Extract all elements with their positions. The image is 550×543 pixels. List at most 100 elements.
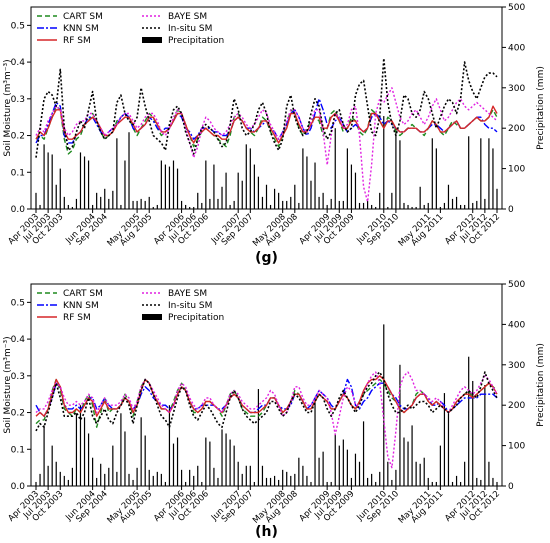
precipitation-bar bbox=[455, 196, 458, 209]
precipitation-bar bbox=[51, 154, 53, 209]
legend-label: CART SM bbox=[63, 12, 103, 22]
precipitation-bar bbox=[67, 204, 69, 209]
precipitation-bar bbox=[128, 132, 130, 209]
precipitation-bar bbox=[371, 204, 373, 209]
precipitation-bar bbox=[140, 417, 142, 486]
y-tick-label: 0.5 bbox=[11, 298, 25, 308]
precipitation-bar bbox=[387, 461, 389, 486]
y2-tick-label: 500 bbox=[508, 3, 525, 13]
series-line-baye-sm bbox=[35, 87, 498, 203]
precipitation-bar bbox=[468, 136, 470, 209]
precipitation-bar bbox=[488, 461, 490, 486]
precipitation-bar bbox=[407, 204, 409, 209]
precipitation-bar bbox=[249, 465, 251, 486]
precipitation-bar bbox=[338, 200, 340, 209]
precipitation-bar bbox=[435, 148, 437, 209]
y2-tick-label: 100 bbox=[508, 165, 525, 175]
precipitation-bar bbox=[330, 198, 332, 209]
precipitation-bar bbox=[375, 206, 377, 209]
precipitation-bar bbox=[189, 206, 191, 209]
precipitation-bar bbox=[439, 445, 441, 486]
precipitation-bar bbox=[423, 457, 425, 486]
precipitation-bar bbox=[104, 473, 106, 486]
legend-item: In-situ SM bbox=[142, 24, 212, 34]
precipitation-bar bbox=[75, 413, 78, 486]
precipitation-bar bbox=[160, 473, 162, 486]
legend-item: RF SM bbox=[37, 313, 91, 323]
precipitation-bar bbox=[346, 449, 348, 486]
precipitation-bar bbox=[322, 451, 324, 486]
precipitation-bar bbox=[197, 192, 199, 209]
precipitation-bar bbox=[476, 477, 478, 486]
precipitation-bar bbox=[306, 475, 308, 486]
y-tick-label: 0.3 bbox=[11, 95, 25, 105]
precipitation-bar bbox=[128, 473, 130, 486]
precipitation-bar bbox=[419, 186, 421, 209]
precipitation-bar bbox=[152, 475, 154, 486]
precipitation-bar bbox=[160, 160, 162, 209]
precipitation-bar bbox=[193, 206, 195, 209]
precipitation-bar bbox=[79, 405, 82, 486]
precipitation-bar bbox=[144, 435, 146, 486]
precipitation-bar bbox=[164, 164, 167, 209]
precipitation-bar bbox=[71, 467, 73, 486]
precipitation-bar bbox=[193, 475, 195, 486]
precipitation-bar bbox=[492, 148, 494, 209]
y-axis-label: Soil Moisture (m³m⁻³) bbox=[3, 336, 13, 433]
precipitation-bar bbox=[47, 465, 49, 486]
y2-axis-label: Precipitation (mm) bbox=[536, 66, 546, 150]
precipitation-bar bbox=[379, 471, 381, 486]
y-tick-label: 0.4 bbox=[11, 58, 26, 68]
precipitation-bar bbox=[391, 192, 393, 209]
precipitation-bar bbox=[464, 204, 466, 209]
precipitation-bar bbox=[366, 477, 369, 486]
precipitation-bar bbox=[415, 461, 417, 486]
legend-item: KNN SM bbox=[37, 24, 99, 34]
precipitation-bar bbox=[375, 481, 377, 486]
precipitation-bar bbox=[225, 172, 227, 209]
legend-label: RF SM bbox=[63, 313, 91, 323]
precipitation-bar bbox=[124, 160, 126, 209]
y2-tick-label: 500 bbox=[508, 280, 525, 290]
precipitation-bar bbox=[423, 204, 425, 209]
precipitation-bar bbox=[39, 473, 41, 486]
precipitation-bar bbox=[354, 453, 357, 486]
legend-label: BAYE SM bbox=[168, 289, 207, 299]
precipitation-bar bbox=[326, 204, 328, 209]
precipitation-bar bbox=[435, 481, 437, 486]
legend-label: In-situ SM bbox=[168, 301, 212, 311]
precipitation-bar bbox=[237, 172, 239, 209]
precipitation-bar bbox=[213, 164, 215, 209]
precipitation-bar bbox=[87, 433, 90, 486]
precipitation-bar bbox=[310, 180, 312, 209]
y-tick-label: 0.1 bbox=[11, 168, 25, 178]
precipitation-bar bbox=[100, 463, 102, 486]
y-axis-right: 0 100 200 300 400 500 Precipitation (mm) bbox=[502, 3, 546, 215]
precipitation-bar bbox=[379, 192, 381, 209]
precipitation-bar bbox=[290, 475, 292, 486]
precipitation-bar bbox=[253, 164, 255, 209]
legend-item: BAYE SM bbox=[142, 12, 207, 22]
precipitation-bar bbox=[209, 198, 211, 209]
precipitation-bar bbox=[100, 196, 102, 209]
y-axis-right: 0 100 200 300 400 500 Precipitation (mm) bbox=[502, 280, 546, 492]
precipitation-bar bbox=[399, 140, 401, 209]
precipitation-bar bbox=[476, 200, 478, 209]
precipitation-bar bbox=[278, 479, 280, 486]
precipitation-bar bbox=[278, 192, 280, 209]
precipitation-bar bbox=[116, 471, 118, 486]
precipitation-bar bbox=[322, 192, 324, 209]
precipitation-bar bbox=[168, 405, 171, 486]
precipitation-bar bbox=[205, 160, 207, 209]
precipitation-bar bbox=[269, 477, 272, 486]
precipitation-bar bbox=[472, 380, 474, 486]
precipitation-bar bbox=[176, 168, 179, 209]
precipitation-bar bbox=[229, 204, 231, 209]
precipitation-bar bbox=[338, 445, 340, 486]
precipitation-bar bbox=[55, 184, 57, 209]
y-tick-label: 0.4 bbox=[11, 335, 26, 345]
precipitation-bar bbox=[318, 196, 320, 209]
precipitation-bar bbox=[298, 202, 300, 209]
precipitation-bar bbox=[492, 477, 494, 486]
